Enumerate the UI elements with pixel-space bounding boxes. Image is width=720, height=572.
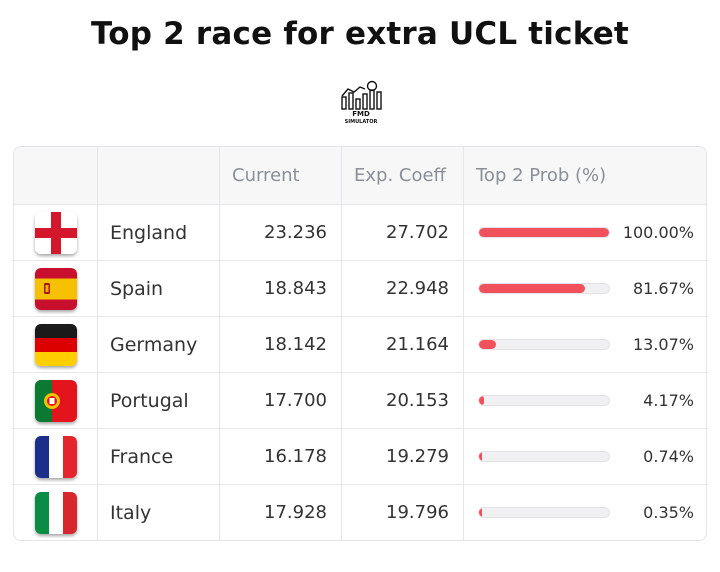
exp-coeff-value: 21.164 [386,334,449,355]
exp-coeff-value: 22.948 [386,278,449,299]
table-row: Germany 18.142 21.164 13.07% [14,317,706,373]
page-title: Top 2 race for extra UCL ticket [91,16,629,52]
exp-coeff-value: 20.153 [386,390,449,411]
header-exp-coeff-label: Exp. Coeff [354,165,446,186]
coefficient-table: Current Exp. Coeff Top 2 Prob (%) Englan… [13,146,707,541]
table-row: Portugal 17.700 20.153 4.17% [14,373,706,429]
header-top2-prob: Top 2 Prob (%) [464,147,706,204]
current-value: 17.928 [264,502,327,523]
logo-line2: SIMULATOR [344,119,378,125]
country-name: France [110,445,174,468]
chart-football-logo-icon [341,80,382,110]
country-name: Italy [110,501,152,524]
prob-bar-fill [479,340,496,349]
fmd-simulator-logo: FMD SIMULATOR [336,80,386,128]
prob-bar [478,283,610,294]
current-value: 16.178 [264,446,327,467]
prob-label: 0.74% [643,447,694,466]
prob-bar-fill [479,284,586,293]
country-name: Germany [110,333,198,356]
table-header-row: Current Exp. Coeff Top 2 Prob (%) [14,147,706,205]
exp-coeff-value: 27.702 [386,222,449,243]
header-exp-coeff: Exp. Coeff [342,147,464,204]
spain-flag-icon [34,267,77,310]
prob-label: 81.67% [632,279,694,298]
table-row: Spain 18.843 22.948 81.67% [14,261,706,317]
prob-bar [478,227,610,238]
header-flag-cell [14,147,98,204]
current-value: 18.843 [264,278,327,299]
current-value: 18.142 [264,334,327,355]
table-row: England 23.236 27.702 100.00% [14,205,706,261]
exp-coeff-value: 19.279 [386,446,449,467]
table-row: France 16.178 19.279 0.74% [14,429,706,485]
prob-label: 0.35% [643,503,694,522]
current-value: 23.236 [264,222,327,243]
header-top2-prob-label: Top 2 Prob (%) [476,165,607,186]
country-name: Portugal [110,389,189,412]
prob-label: 13.07% [632,335,694,354]
table-row: Italy 17.928 19.796 0.35% [14,485,706,540]
prob-label: 4.17% [643,391,694,410]
prob-label: 100.00% [622,223,694,242]
header-current-label: Current [232,165,300,186]
header-country-cell [98,147,220,204]
prob-bar [478,395,610,406]
prob-bar [478,451,610,462]
prob-bar-fill [479,508,482,517]
exp-coeff-value: 19.796 [386,502,449,523]
prob-bar-fill [479,452,482,461]
italy-flag-icon [34,491,77,534]
prob-bar-fill [479,396,485,405]
current-value: 17.700 [264,390,327,411]
header-current: Current [220,147,342,204]
country-name: England [110,221,188,244]
logo-line1: FMD [352,110,370,118]
prob-bar [478,507,610,518]
portugal-flag-icon [34,379,77,422]
prob-bar [478,339,610,350]
country-name: Spain [110,277,164,300]
prob-bar-fill [479,228,609,237]
germany-flag-icon [34,323,77,366]
france-flag-icon [34,435,77,478]
england-flag-icon [34,211,77,254]
